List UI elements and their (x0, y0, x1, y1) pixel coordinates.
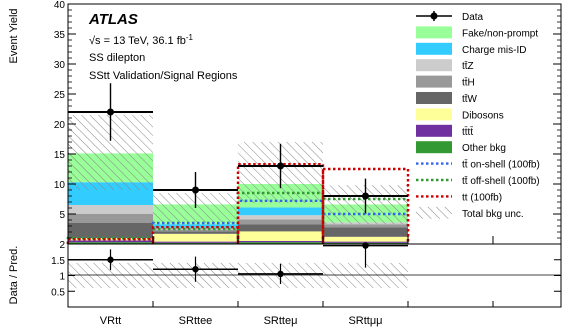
stack-bar-3-3 (323, 227, 408, 237)
stack-bar-5-0 (68, 205, 153, 214)
ratio-point-2 (277, 270, 284, 278)
ratio-ytick-label-1: 1 (59, 272, 65, 283)
main-y-axis-label: Event Yield (8, 8, 20, 63)
main-ytick-label-5: 30 (54, 60, 66, 71)
stack-bar-0-1 (153, 242, 238, 244)
main-ytick-label-2: 15 (54, 150, 66, 161)
legend-label-0: Data (462, 12, 484, 23)
legend-label-1: Fake/non-prompt (462, 28, 538, 39)
stack-bar-4-3 (323, 224, 408, 228)
energy-label: √s = 13 TeV, 36.1 fb-1 (89, 33, 194, 47)
region-label: SStt Validation/Signal Regions (89, 70, 238, 82)
data-point-2 (277, 162, 284, 170)
ratio-y-axis: 0.5 1 1.5 2 (51, 240, 561, 298)
main-x-ticks (152, 236, 494, 307)
ratio-ytick-label-2: 1.5 (51, 256, 65, 267)
legend-swatch-12 (416, 206, 452, 219)
legend-label-11: tt (100fb) (462, 192, 502, 203)
stack-bar-3-2 (238, 224, 323, 232)
stack-bar-0-0 (68, 242, 153, 244)
legend-label-5: tt̄W (462, 93, 478, 105)
signal-line-2-3 (321, 167, 410, 244)
stack-bar-4-2 (238, 219, 323, 225)
stack-bar-4-0 (68, 214, 153, 223)
stack-bar-2-1 (153, 233, 238, 242)
main-y-axis: 5 10 15 20 25 30 35 40 (54, 0, 561, 239)
annotation-block: ATLAS √s = 13 TeV, 36.1 fb-1 SS dilepton… (88, 11, 238, 82)
atlas-label: ATLAS (88, 11, 138, 28)
legend-swatch-3 (416, 59, 452, 72)
ratio-ytick-label-0: 0.5 (51, 287, 65, 298)
stack-bar-6-1 (153, 224, 238, 228)
legend-label-10: tt̄ off-shell (100fb) (462, 175, 540, 187)
x-category-label-0: VRtt (100, 315, 121, 327)
stack-bar-5-2 (238, 215, 323, 220)
stack-bar-1-3 (323, 241, 408, 243)
legend: Data Fake/non-prompt Charge mis-ID tt̄Z tt̄H… (416, 11, 540, 220)
stack-bar-0-2 (238, 242, 323, 244)
data-point-0 (107, 108, 114, 116)
x-category-labels: VRtt SRttee SRtteμ SRttμμ (100, 315, 383, 327)
legend-swatch-8 (416, 141, 452, 154)
main-ytick-label-4: 25 (54, 90, 66, 101)
main-ytick-label-1: 10 (54, 180, 66, 191)
legend-swatch-4 (416, 75, 452, 88)
x-category-label-3: SRttμμ (348, 315, 382, 327)
ratio-point-3 (362, 242, 369, 249)
data-point-3 (362, 192, 369, 200)
stack-bar-6-2 (238, 207, 323, 216)
legend-swatch-2 (416, 42, 452, 55)
legend-swatch-7 (416, 124, 452, 137)
stack-bar-3-0 (68, 223, 153, 238)
legend-label-3: tt̄Z (462, 60, 474, 72)
signal-line-2-1 (151, 226, 240, 244)
stack-bar-2-2 (238, 231, 323, 241)
legend-label-7: tt̄tt̄ (462, 126, 474, 138)
stack-bar-3-1 (153, 231, 238, 234)
ratio-point-1 (192, 266, 199, 273)
ratio-point-0 (107, 256, 114, 263)
ratio-ytick-label-3: 2 (59, 240, 65, 251)
main-ytick-label-7: 40 (54, 0, 66, 11)
main-panel: 5 10 15 20 25 30 35 40 Event Yield ATLAS √s = 1… (8, 0, 562, 307)
x-category-label-2: SRtteμ (264, 315, 298, 327)
legend-swatch-dot-0 (430, 12, 438, 20)
channel-label: SS dilepton (89, 52, 145, 64)
stack-bar-2-3 (323, 236, 408, 242)
legend-label-6: Dibosons (462, 110, 504, 121)
ratio-panel: 0.5 1 1.5 2 Data / Pred. VRtt SRttee SRtteμ SR… (8, 240, 562, 327)
stack-bar-1-2 (238, 241, 323, 243)
main-ytick-label-0: 5 (59, 210, 65, 221)
main-ytick-label-3: 20 (54, 120, 66, 131)
legend-label-2: Charge mis-ID (462, 45, 526, 56)
legend-label-12: Total bkg unc. (462, 209, 524, 220)
legend-swatch-5 (416, 92, 452, 104)
legend-label-8: Other bkg (462, 143, 506, 154)
legend-swatch-6 (416, 108, 452, 121)
ratio-y-axis-label: Data / Pred. (8, 246, 20, 305)
stack-bar-1-1 (153, 241, 238, 243)
legend-label-9: tt̄ on-shell (100fb) (462, 158, 540, 170)
legend-label-4: tt̄H (462, 76, 475, 88)
data-point-1 (192, 186, 199, 194)
stack-bar-1-0 (68, 240, 153, 243)
main-ytick-label-6: 35 (54, 30, 66, 41)
legend-swatch-1 (416, 26, 452, 39)
x-category-label-1: SRttee (179, 315, 213, 327)
ratio-uncertainty-layer (68, 262, 408, 289)
data-layer (68, 83, 408, 214)
stack-bar-4-1 (153, 229, 238, 232)
